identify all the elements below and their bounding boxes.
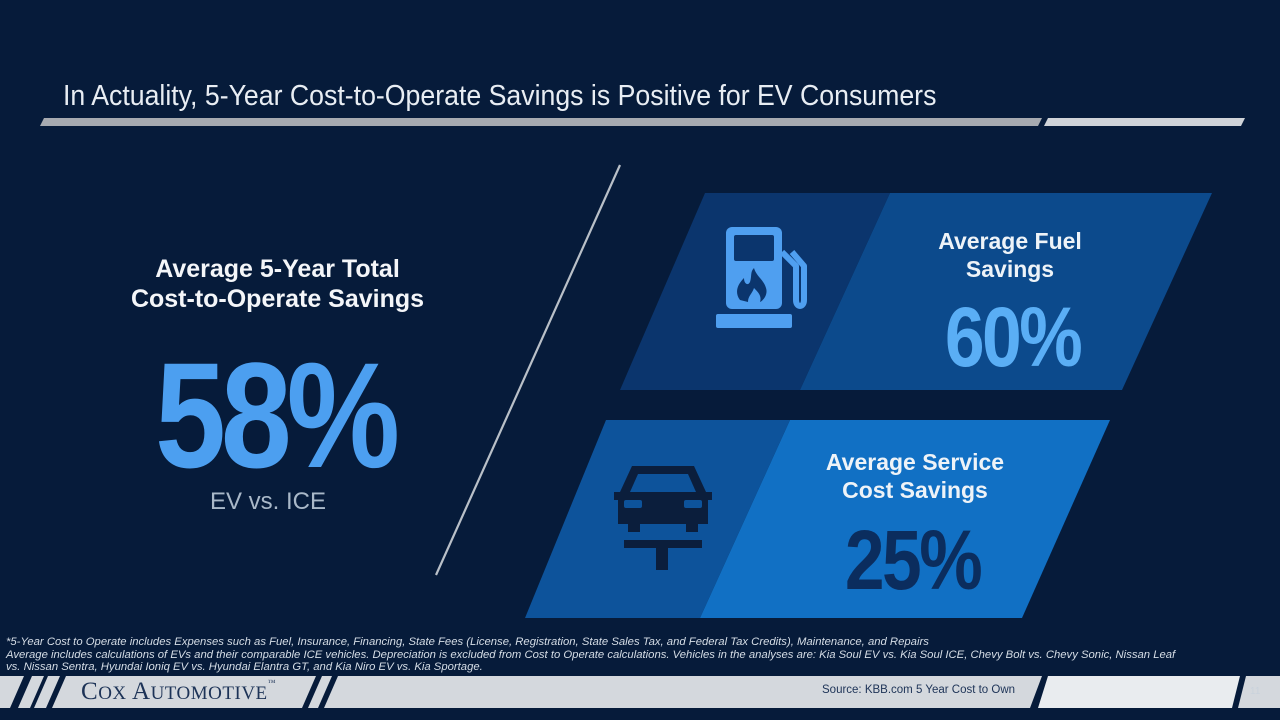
total-savings-heading-line1: Average 5-Year Total xyxy=(155,255,400,283)
footnote: *5-Year Cost to Operate includes Expense… xyxy=(6,636,1186,674)
total-savings-heading: Average 5-Year Total Cost-to-Operate Sav… xyxy=(95,254,460,314)
source-note: Source: KBB.com 5 Year Cost to Own xyxy=(822,684,1016,696)
footer-bar xyxy=(0,676,1280,708)
logo-ox: OX xyxy=(98,683,127,704)
total-savings-value: 58% xyxy=(155,331,400,499)
footnote-line2: Average includes calculations of EVs and… xyxy=(6,648,1176,674)
logo-c: C xyxy=(81,678,99,705)
page-title: In Actuality, 5-Year Cost-to-Operate Sav… xyxy=(63,80,937,112)
total-savings-subtext: EV vs. ICE xyxy=(209,488,327,515)
service-savings-title-line2: Cost Savings xyxy=(842,477,988,503)
logo-utomotive: UTOMOTIVE xyxy=(150,683,268,704)
fuel-savings-title: Average Fuel Savings xyxy=(905,227,1115,283)
car-lift-icon xyxy=(614,466,712,570)
fuel-pump-icon xyxy=(716,227,807,328)
fuel-savings-title-line2: Savings xyxy=(965,256,1055,282)
fuel-savings-value: 60% xyxy=(944,290,1083,384)
total-savings-heading-line2: Cost-to-Operate Savings xyxy=(130,285,425,313)
diagonal-divider xyxy=(434,164,622,576)
logo-trademark: ™ xyxy=(267,678,277,687)
page-number: 11 xyxy=(1250,686,1261,697)
service-savings-title-line1: Average Service xyxy=(825,449,1005,475)
title-underline xyxy=(40,118,1245,126)
cox-automotive-logo: COX AUTOMOTIVE™ xyxy=(81,678,276,706)
fuel-savings-title-line1: Average Fuel xyxy=(938,228,1082,254)
service-savings-value: 25% xyxy=(844,513,983,607)
service-panel-right xyxy=(700,420,1110,618)
service-savings-title: Average Service Cost Savings xyxy=(800,448,1030,504)
footnote-line1: *5-Year Cost to Operate includes Expense… xyxy=(6,636,929,648)
logo-a: A xyxy=(132,678,151,705)
fuel-panel-right xyxy=(800,193,1212,390)
